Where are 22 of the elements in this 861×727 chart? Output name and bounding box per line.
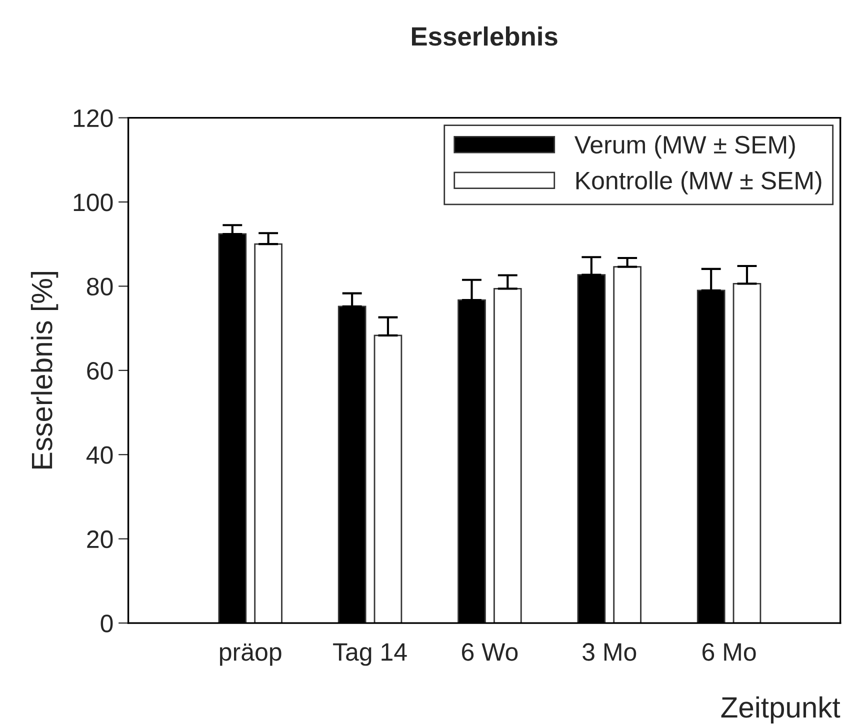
y-tick-label: 60 bbox=[87, 362, 113, 380]
bar bbox=[732, 282, 762, 624]
x-tick-label: 6 Mo bbox=[702, 643, 756, 661]
bar bbox=[613, 266, 642, 624]
x-tick-label: 3 Mo bbox=[582, 643, 636, 661]
y-tick-label: 120 bbox=[74, 109, 113, 128]
bar bbox=[374, 334, 402, 624]
y-tick-label: 80 bbox=[86, 278, 113, 296]
x-axis-title: Zeitpunkt bbox=[721, 696, 840, 724]
y-tick-label: 40 bbox=[86, 446, 113, 464]
x-tick-label: Tag 14 bbox=[333, 643, 407, 666]
y-tick-label: 0 bbox=[100, 614, 113, 632]
chart-title: Esserlebnis bbox=[412, 26, 558, 46]
legend-label: Kontrolle (MW ± SEM) bbox=[576, 171, 822, 194]
legend-label: Verum (MW ± SEM) bbox=[574, 135, 795, 159]
x-tick-label: 6 Wo bbox=[462, 643, 518, 661]
y-tick-label: 20 bbox=[87, 530, 113, 548]
bar bbox=[493, 288, 522, 624]
y-axis-title: Esserlebnis [%] bbox=[30, 272, 58, 469]
y-tick-label: 100 bbox=[74, 194, 113, 212]
bar bbox=[254, 243, 282, 624]
x-tick-label: präop bbox=[220, 643, 282, 666]
